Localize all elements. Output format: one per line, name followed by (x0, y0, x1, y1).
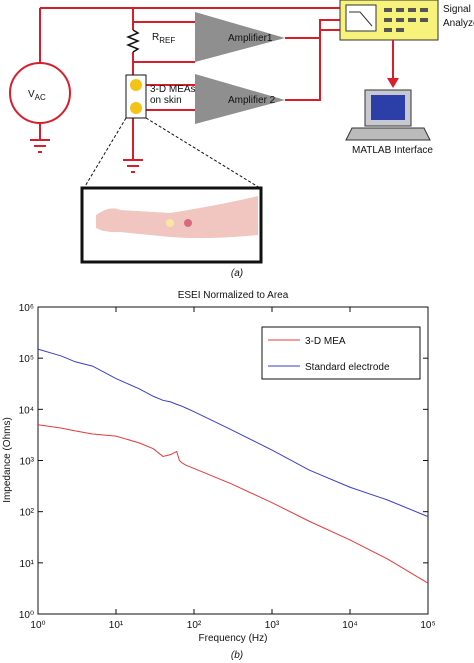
photo-electrode (166, 219, 174, 227)
y-tick-label: 10⁴ (19, 405, 34, 416)
photo-electrode (184, 219, 192, 227)
x-tick-label: 10⁰ (30, 620, 45, 631)
caption: (b) (231, 650, 243, 661)
series-line (37, 348, 429, 518)
screen (345, 4, 377, 32)
legend-label: 3-D MEA (305, 336, 346, 347)
source (9, 62, 71, 124)
grounds (30, 139, 143, 173)
vac-label: VAC (28, 89, 46, 102)
amplifier-label: Amplifier1 (228, 33, 273, 44)
electrode (130, 79, 142, 91)
matlab-label: MATLAB Interface (352, 145, 433, 156)
meas-label: on skin (150, 95, 182, 106)
zoom-lines (83, 117, 261, 189)
rref-main: R (152, 32, 159, 43)
meas-label: 3-D MEAs (150, 84, 196, 95)
x-tick-label: 10⁵ (420, 620, 435, 631)
y-tick-label: 10⁶ (19, 303, 34, 314)
vac-sub: AC (35, 93, 46, 102)
legend-label: Standard electrode (305, 362, 390, 373)
y-tick-label: 10⁰ (19, 610, 34, 621)
electrode (130, 102, 142, 114)
chart: ESEI Normalized to Area Frequency (Hz) I… (2, 290, 436, 661)
x-tick-label: 10³ (265, 620, 280, 631)
y-tick-label: 10² (20, 508, 35, 519)
screen-trace (349, 11, 373, 27)
x-tick-label: 10⁴ (342, 620, 357, 631)
analyzer-label: Analyzer (443, 18, 474, 29)
monitor-screen (371, 95, 405, 120)
series-line (37, 424, 429, 584)
x-tick-label: 10¹ (109, 620, 124, 631)
vac-main: V (28, 89, 35, 100)
diagram: VAC RREF 3-D MEAs on skin Amplifier1 Amp… (9, 0, 474, 279)
caption: (a) (231, 268, 243, 279)
y-tick-label: 10¹ (20, 559, 35, 570)
amplifier (195, 74, 285, 124)
analyzer-label: Signal (443, 4, 471, 15)
y-axis-label: Impedance (Ohms) (2, 417, 13, 503)
amplifier-label: Amplifier 2 (228, 95, 276, 106)
x-tick-label: 10² (187, 620, 202, 631)
chart-title: ESEI Normalized to Area (178, 290, 289, 301)
arm (96, 196, 258, 239)
y-tick-label: 10³ (20, 457, 35, 468)
keyboard (345, 127, 431, 141)
resistor (125, 29, 141, 53)
y-tick-label: 10⁵ (19, 354, 34, 365)
rref-label: RREF (152, 32, 175, 45)
x-axis-label: Frequency (Hz) (199, 633, 268, 644)
buttons (384, 8, 428, 32)
legend-box (261, 326, 421, 380)
amplifier (195, 12, 285, 62)
arrow-head (387, 78, 399, 88)
rref-sub: REF (159, 36, 175, 45)
